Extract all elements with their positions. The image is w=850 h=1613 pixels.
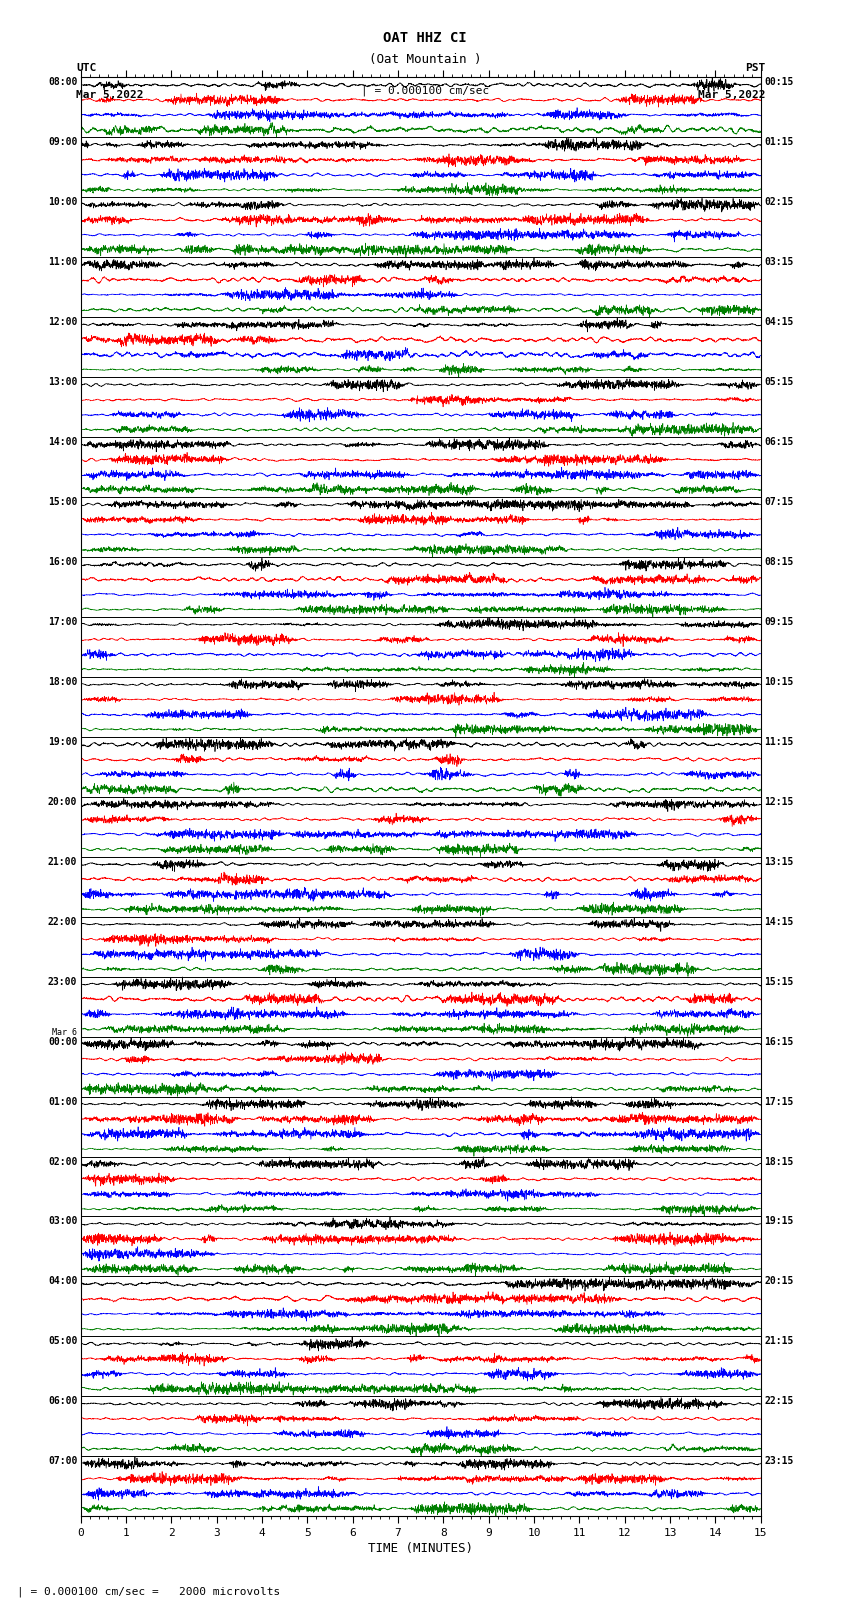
Text: 19:15: 19:15 (764, 1216, 794, 1226)
Text: 08:00: 08:00 (48, 77, 77, 87)
Text: 12:00: 12:00 (48, 318, 77, 327)
Text: PST: PST (745, 63, 765, 73)
Text: (Oat Mountain ): (Oat Mountain ) (369, 53, 481, 66)
Text: 15:00: 15:00 (48, 497, 77, 506)
Text: 15:15: 15:15 (764, 977, 794, 987)
Text: 00:15: 00:15 (764, 77, 794, 87)
Text: 17:00: 17:00 (48, 618, 77, 627)
Text: 07:15: 07:15 (764, 497, 794, 506)
Text: 09:00: 09:00 (48, 137, 77, 147)
Text: | = 0.000100 cm/sec: | = 0.000100 cm/sec (361, 85, 489, 97)
Text: 04:00: 04:00 (48, 1276, 77, 1287)
Text: 16:00: 16:00 (48, 556, 77, 568)
Text: 12:15: 12:15 (764, 797, 794, 806)
Text: 03:15: 03:15 (764, 258, 794, 268)
Text: 23:00: 23:00 (48, 977, 77, 987)
Text: 05:00: 05:00 (48, 1336, 77, 1347)
Text: 21:15: 21:15 (764, 1336, 794, 1347)
Text: 18:15: 18:15 (764, 1157, 794, 1166)
Text: OAT HHZ CI: OAT HHZ CI (383, 31, 467, 45)
Text: 07:00: 07:00 (48, 1457, 77, 1466)
Text: 14:15: 14:15 (764, 916, 794, 927)
Text: 13:00: 13:00 (48, 377, 77, 387)
Text: 02:15: 02:15 (764, 197, 794, 208)
Text: 04:15: 04:15 (764, 318, 794, 327)
Text: 02:00: 02:00 (48, 1157, 77, 1166)
Text: | = 0.000100 cm/sec =   2000 microvolts: | = 0.000100 cm/sec = 2000 microvolts (17, 1586, 280, 1597)
Text: 11:15: 11:15 (764, 737, 794, 747)
Text: 20:00: 20:00 (48, 797, 77, 806)
Text: 16:15: 16:15 (764, 1037, 794, 1047)
Text: 17:15: 17:15 (764, 1097, 794, 1107)
Text: 18:00: 18:00 (48, 677, 77, 687)
Text: 10:15: 10:15 (764, 677, 794, 687)
Text: 05:15: 05:15 (764, 377, 794, 387)
Text: 21:00: 21:00 (48, 857, 77, 866)
Text: 19:00: 19:00 (48, 737, 77, 747)
Text: 08:15: 08:15 (764, 556, 794, 568)
Text: Mar 5,2022: Mar 5,2022 (76, 90, 144, 100)
Text: 00:00: 00:00 (48, 1037, 77, 1047)
Text: 03:00: 03:00 (48, 1216, 77, 1226)
Text: 20:15: 20:15 (764, 1276, 794, 1287)
Text: 06:15: 06:15 (764, 437, 794, 447)
Text: 01:00: 01:00 (48, 1097, 77, 1107)
Text: 01:15: 01:15 (764, 137, 794, 147)
Text: 10:00: 10:00 (48, 197, 77, 208)
Text: Mar 5,2022: Mar 5,2022 (698, 90, 765, 100)
Text: 14:00: 14:00 (48, 437, 77, 447)
X-axis label: TIME (MINUTES): TIME (MINUTES) (368, 1542, 473, 1555)
Text: Mar 6: Mar 6 (53, 1027, 77, 1037)
Text: 11:00: 11:00 (48, 258, 77, 268)
Text: 09:15: 09:15 (764, 618, 794, 627)
Text: 13:15: 13:15 (764, 857, 794, 866)
Text: 22:00: 22:00 (48, 916, 77, 927)
Text: 06:00: 06:00 (48, 1397, 77, 1407)
Text: 23:15: 23:15 (764, 1457, 794, 1466)
Text: 22:15: 22:15 (764, 1397, 794, 1407)
Text: UTC: UTC (76, 63, 97, 73)
